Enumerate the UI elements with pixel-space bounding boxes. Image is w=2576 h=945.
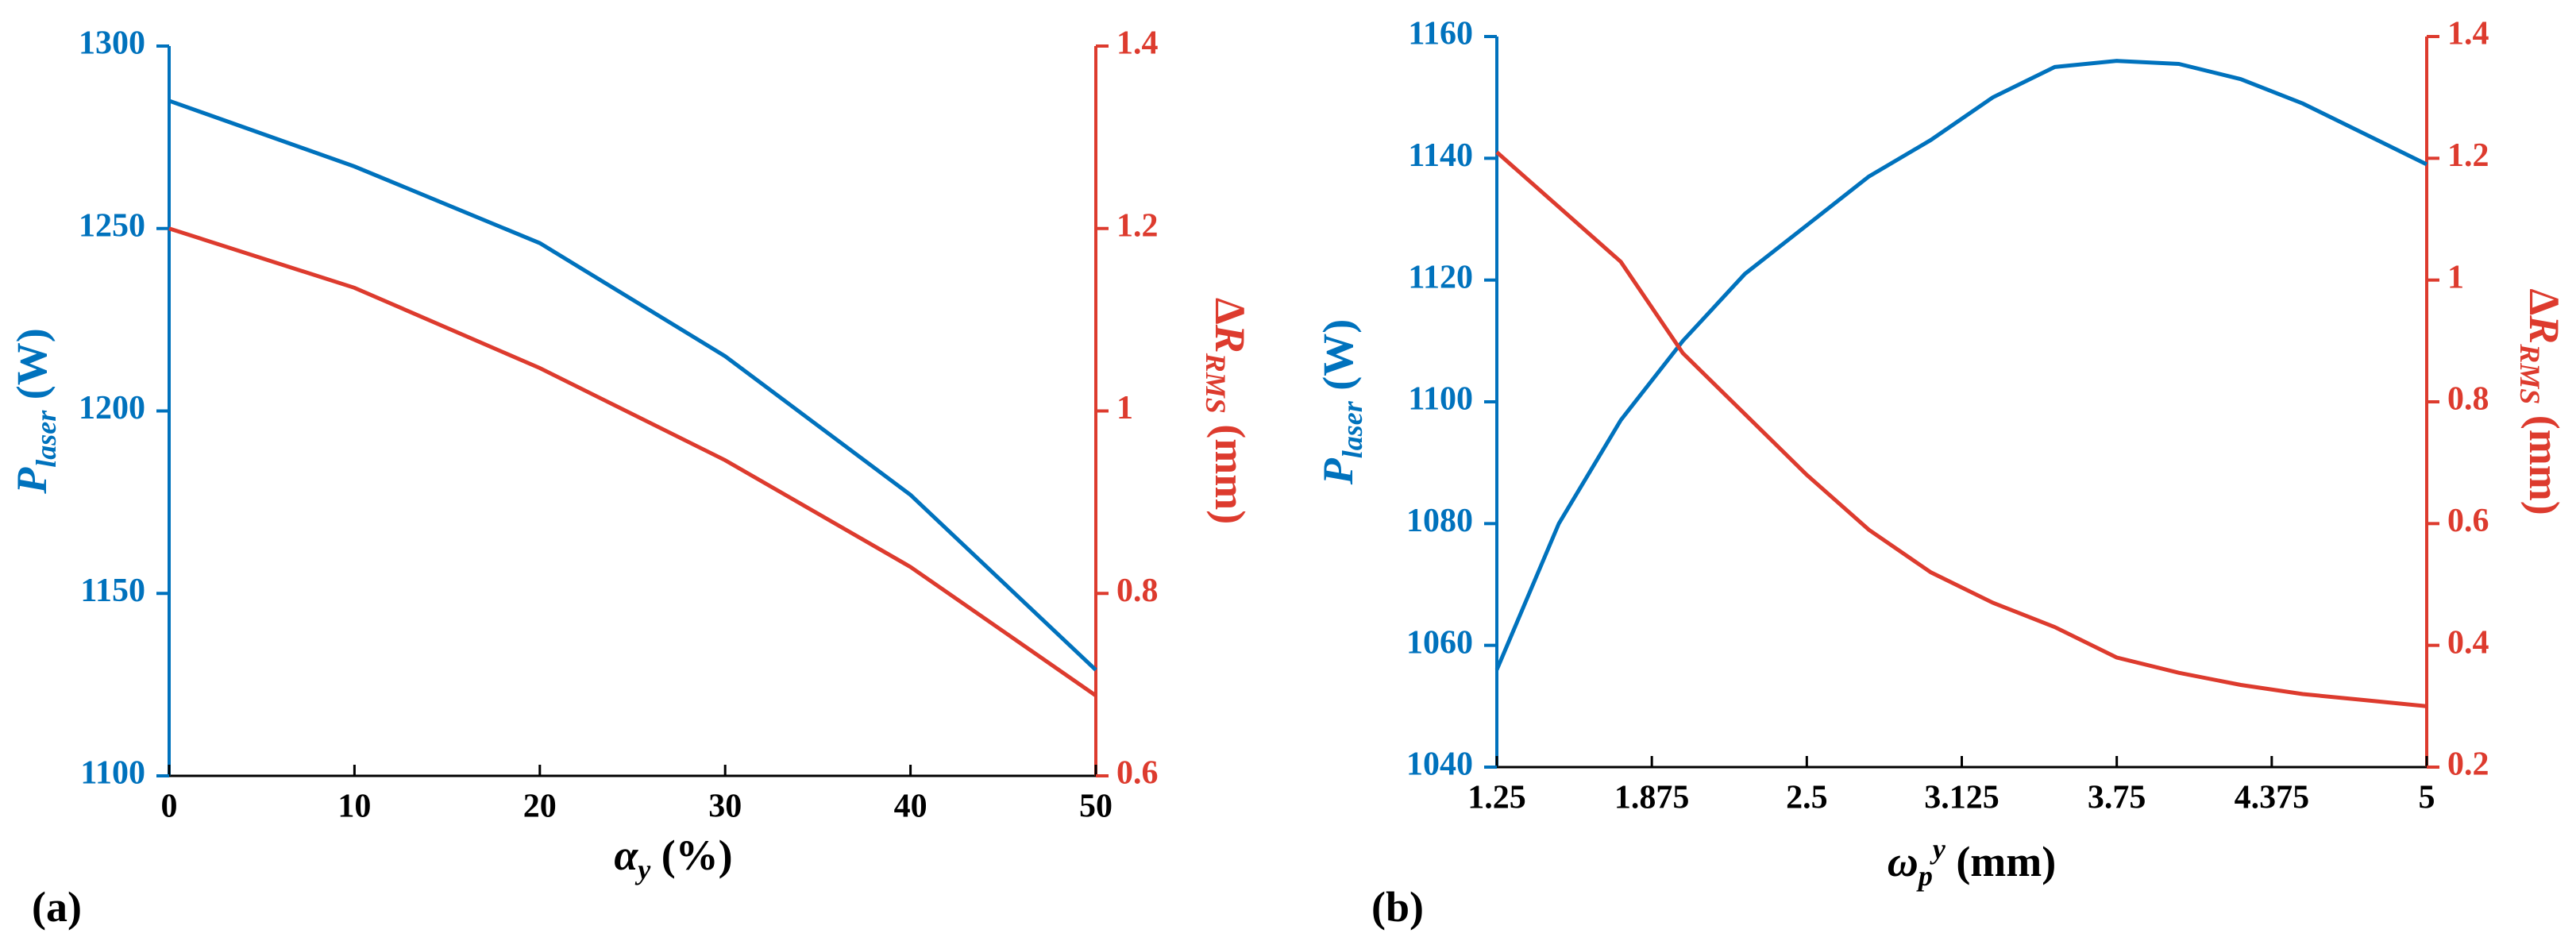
y-tick-label: 1250: [79, 207, 145, 244]
label-part: y: [634, 854, 651, 885]
x-tick-label: 3.75: [2088, 780, 2146, 816]
label-part: Δ: [1206, 298, 1254, 325]
y2-axis-label: ΔRRMS (mm): [1200, 298, 1254, 524]
line: [168, 98, 1097, 672]
y-tick-label: 1100: [80, 755, 145, 792]
y-tick-label: 1300: [79, 25, 145, 62]
label-part: (mm): [1945, 838, 2056, 885]
label-part: y: [1930, 833, 1946, 865]
line: [1494, 59, 2428, 671]
y-tick-label: 1140: [1408, 137, 1473, 174]
y-axis-label: Plaser (W): [8, 328, 62, 494]
label-part: (W): [1314, 319, 1362, 401]
label-part: RMS: [2514, 343, 2546, 404]
label-part: R: [1206, 324, 1254, 353]
line: [1495, 150, 2428, 708]
label-part: RMS: [1200, 353, 1232, 414]
x-tick-label: 3.125: [1924, 780, 1999, 816]
y2-axis-label: ΔRRMS (mm): [2514, 288, 2568, 515]
label-part: (mm): [2520, 404, 2568, 515]
y-tick-label: 1150: [80, 573, 145, 609]
panel: 1.25 1.875 2.5 3.125 3.75 4.375 5 1040 1060 1080 1…: [1314, 16, 2568, 931]
label-part: P: [1314, 457, 1362, 485]
x-axis-label: ωpy (mm): [1888, 833, 2056, 892]
y-tick-label: 1060: [1406, 624, 1473, 661]
line: [168, 226, 1097, 697]
panel-label: (a): [32, 883, 82, 931]
label-part: (mm): [1206, 414, 1254, 524]
label-part: P: [8, 467, 56, 495]
label-part: laser: [30, 410, 62, 468]
y2-tick-label: 0.6: [1116, 755, 1159, 792]
x-tick-label: 1.875: [1614, 780, 1690, 816]
x-tick-label: 0: [161, 789, 178, 825]
y2-tick-label: 0.2: [2447, 746, 2489, 783]
x-tick-label: 20: [523, 789, 557, 825]
x-tick-label: 30: [708, 789, 742, 825]
y2-tick-label: 1.2: [1116, 207, 1159, 244]
x-tick-label: 4.375: [2235, 780, 2310, 816]
y-tick-label: 1040: [1406, 746, 1473, 783]
panel-label: (b): [1371, 883, 1424, 931]
x-tick-label: 5: [2419, 780, 2435, 816]
x-tick-label: 2.5: [1786, 780, 1828, 816]
y2-tick-label: 0.6: [2447, 503, 2489, 539]
y2-tick-label: 1: [1116, 390, 1133, 426]
panel: 0 10 20 30 40 50 1100 1150 1200 1250 1300 0.6 0.8 1 1.…: [8, 25, 1254, 931]
y-tick-label: 1080: [1406, 503, 1473, 539]
y2-tick-label: 1: [2447, 259, 2464, 295]
y2-tick-label: 1.2: [2447, 137, 2489, 174]
label-part: α: [614, 831, 638, 879]
label-part: p: [1916, 860, 1933, 892]
x-tick-label: 40: [894, 789, 927, 825]
x-tick-label: 1.25: [1467, 780, 1526, 816]
y-tick-label: 1160: [1408, 16, 1473, 52]
y2-tick-label: 1.4: [1116, 25, 1159, 62]
label-part: (W): [8, 328, 56, 410]
label-part: R: [2520, 314, 2568, 344]
label-part: ω: [1888, 838, 1919, 885]
y-tick-label: 1120: [1408, 259, 1473, 295]
label-part: Δ: [2520, 288, 2568, 315]
y-tick-label: 1100: [1408, 381, 1473, 418]
label-part: (%): [650, 831, 732, 879]
y2-tick-label: 0.4: [2447, 624, 2489, 661]
x-tick-label: 10: [337, 789, 371, 825]
y-tick-label: 1200: [79, 390, 145, 426]
y2-tick-label: 1.4: [2447, 16, 2489, 52]
y-axis-label: Plaser (W): [1314, 319, 1368, 485]
x-axis-label: αy (%): [614, 831, 732, 885]
y2-tick-label: 0.8: [2447, 381, 2489, 418]
x-tick-label: 50: [1079, 789, 1113, 825]
label-part: laser: [1336, 400, 1368, 458]
y2-tick-label: 0.8: [1116, 573, 1159, 609]
